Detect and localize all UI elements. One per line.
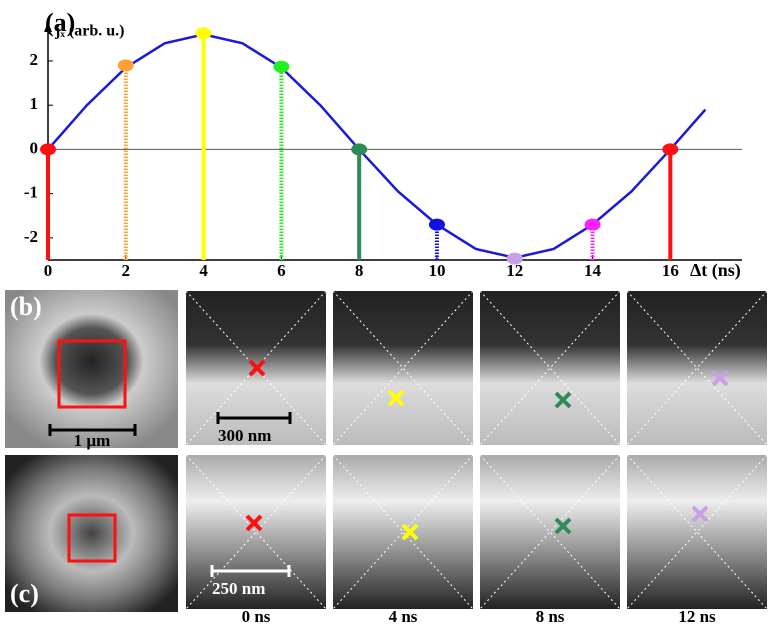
image (333, 455, 473, 609)
cross (387, 389, 405, 407)
y-tick-label: 2 (30, 50, 39, 69)
point (351, 143, 368, 156)
cross (245, 514, 263, 532)
image (627, 455, 767, 609)
image-c (5, 455, 178, 612)
time-label: 8 ns (536, 607, 565, 626)
x-tick-label: 0 (44, 261, 53, 280)
x-tick-label: 16 (662, 261, 679, 280)
x-tick-label: 12 (506, 261, 523, 280)
cross (401, 523, 419, 541)
point (117, 59, 134, 72)
point (273, 60, 290, 73)
y-tick-label: 1 (30, 94, 39, 113)
point (584, 218, 601, 231)
y-axis-label: jₓ (arb. u.) (54, 23, 124, 40)
x-tick-label: 2 (122, 261, 131, 280)
time-label: 0 ns (242, 607, 271, 626)
image (333, 291, 473, 445)
time-label: 4 ns (389, 607, 418, 626)
panel-label: (c) (10, 579, 39, 608)
y-tick-label: -1 (24, 183, 38, 202)
image (480, 291, 620, 445)
axis-arrow (44, 22, 52, 32)
image (627, 291, 767, 445)
y-tick-label: -2 (24, 227, 38, 246)
cross (248, 359, 266, 377)
zoom-panels: 0 ns 4 ns 8 ns 12 ns (185, 290, 768, 626)
point (662, 143, 679, 156)
panel-label: (a) (45, 8, 75, 37)
time-label: 12 ns (678, 607, 716, 626)
curve (47, 33, 707, 260)
roi (67, 513, 117, 563)
image-b (5, 290, 178, 448)
x-tick-label: 4 (199, 261, 208, 280)
x-tick-label: 6 (277, 261, 286, 280)
point (428, 218, 445, 231)
scale-label: 1 µm (74, 431, 111, 450)
cross (711, 369, 729, 387)
x-tick-label: 14 (584, 261, 602, 280)
point (40, 143, 56, 156)
panel-label: (b) (10, 292, 42, 321)
image (186, 455, 326, 609)
point (195, 27, 212, 40)
x-axis-label: Δt (ns) (690, 260, 741, 281)
cross (691, 505, 709, 523)
image (480, 455, 620, 609)
x-tick-label: 10 (428, 261, 445, 280)
point (506, 252, 523, 265)
roi (57, 339, 127, 409)
x-tick-label: 8 (355, 261, 364, 280)
scale-label: 300 nm (218, 426, 271, 445)
scale-label: 250 nm (212, 579, 265, 598)
y-tick-label: 0 (30, 138, 39, 157)
cross (554, 517, 572, 535)
cross (554, 391, 572, 409)
